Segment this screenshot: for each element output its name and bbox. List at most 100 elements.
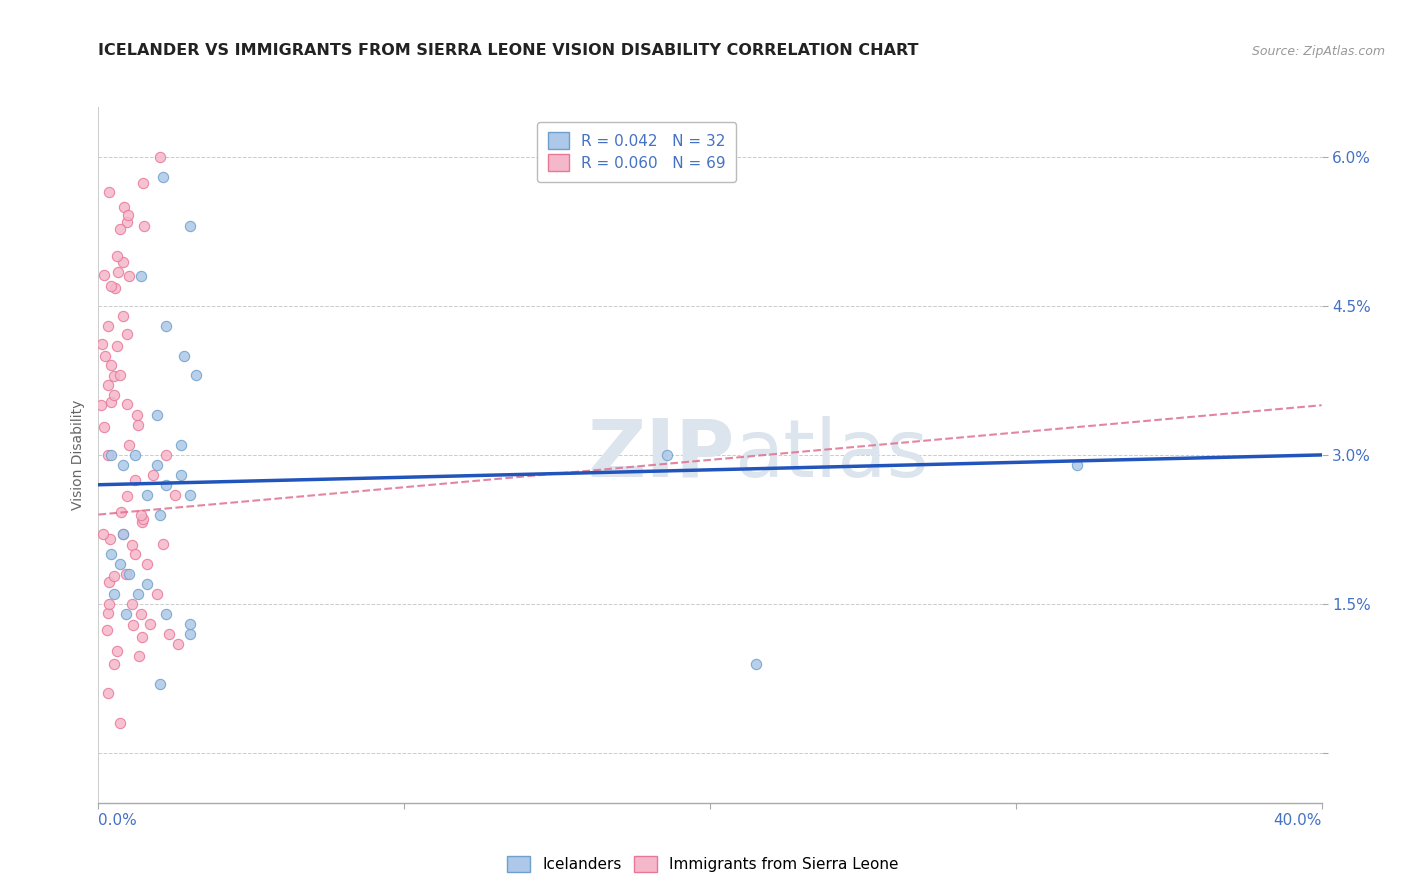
Point bbox=[127, 408, 149, 422]
Point bbox=[93, 420, 115, 434]
Text: atlas: atlas bbox=[734, 416, 929, 494]
Point bbox=[105, 644, 128, 658]
Point bbox=[108, 716, 131, 731]
Point bbox=[163, 488, 186, 502]
Point bbox=[179, 488, 201, 502]
Point bbox=[129, 607, 152, 621]
Point bbox=[167, 637, 190, 651]
Point bbox=[1066, 458, 1088, 472]
Point bbox=[129, 268, 152, 283]
Point bbox=[108, 222, 131, 236]
Point bbox=[112, 254, 135, 268]
Point bbox=[173, 349, 195, 363]
Point bbox=[115, 489, 138, 503]
Point bbox=[98, 574, 121, 589]
Point bbox=[124, 448, 146, 462]
Point bbox=[124, 547, 146, 561]
Point bbox=[136, 488, 159, 502]
Text: ZIP: ZIP bbox=[588, 416, 734, 494]
Point bbox=[91, 337, 114, 351]
Point bbox=[149, 676, 172, 690]
Point bbox=[124, 474, 146, 488]
Point bbox=[121, 597, 143, 611]
Point bbox=[136, 577, 159, 591]
Point bbox=[117, 209, 139, 223]
Point bbox=[93, 268, 115, 282]
Point bbox=[105, 249, 128, 263]
Point bbox=[170, 438, 193, 452]
Point bbox=[118, 438, 141, 452]
Point bbox=[131, 515, 153, 529]
Point bbox=[117, 397, 139, 411]
Point bbox=[100, 448, 122, 462]
Point bbox=[100, 279, 122, 293]
Point bbox=[145, 458, 167, 472]
Point bbox=[103, 587, 125, 601]
Point bbox=[103, 369, 125, 384]
Text: ICELANDER VS IMMIGRANTS FROM SIERRA LEONE VISION DISABILITY CORRELATION CHART: ICELANDER VS IMMIGRANTS FROM SIERRA LEON… bbox=[98, 43, 920, 58]
Point bbox=[93, 349, 115, 363]
Point bbox=[90, 398, 112, 412]
Point bbox=[186, 368, 208, 383]
Legend: Icelanders, Immigrants from Sierra Leone: Icelanders, Immigrants from Sierra Leone bbox=[499, 848, 907, 880]
Point bbox=[111, 527, 134, 541]
Point bbox=[121, 538, 143, 552]
Point bbox=[132, 176, 155, 190]
Point bbox=[131, 630, 153, 644]
Point bbox=[118, 567, 141, 582]
Point bbox=[129, 508, 152, 522]
Point bbox=[115, 567, 138, 582]
Point bbox=[110, 505, 132, 519]
Point bbox=[134, 219, 156, 234]
Point bbox=[155, 607, 177, 621]
Point bbox=[145, 408, 167, 422]
Point bbox=[157, 627, 180, 641]
Legend: R = 0.042   N = 32, R = 0.060   N = 69: R = 0.042 N = 32, R = 0.060 N = 69 bbox=[537, 121, 737, 182]
Point bbox=[179, 219, 201, 234]
Y-axis label: Vision Disability: Vision Disability bbox=[72, 400, 86, 510]
Point bbox=[115, 326, 138, 341]
Point bbox=[149, 508, 172, 522]
Point bbox=[93, 527, 115, 541]
Point bbox=[103, 281, 125, 295]
Point bbox=[121, 618, 143, 632]
Point bbox=[108, 368, 131, 383]
Point bbox=[142, 467, 165, 482]
Text: 40.0%: 40.0% bbox=[1274, 814, 1322, 828]
Point bbox=[97, 378, 120, 392]
Point bbox=[96, 623, 118, 637]
Point bbox=[179, 627, 201, 641]
Point bbox=[100, 547, 122, 561]
Point bbox=[745, 657, 768, 671]
Point bbox=[657, 448, 679, 462]
Point bbox=[152, 169, 174, 184]
Point bbox=[149, 150, 172, 164]
Point bbox=[111, 458, 134, 472]
Point bbox=[97, 448, 120, 462]
Point bbox=[170, 467, 193, 482]
Point bbox=[111, 309, 134, 323]
Point bbox=[128, 649, 150, 664]
Point bbox=[97, 597, 120, 611]
Point bbox=[127, 587, 149, 601]
Point bbox=[115, 215, 138, 229]
Point bbox=[155, 448, 177, 462]
Point bbox=[108, 558, 131, 572]
Text: Source: ZipAtlas.com: Source: ZipAtlas.com bbox=[1251, 45, 1385, 58]
Point bbox=[118, 268, 141, 283]
Point bbox=[97, 606, 120, 620]
Point bbox=[111, 527, 134, 541]
Point bbox=[115, 607, 138, 621]
Point bbox=[98, 185, 121, 199]
Point bbox=[103, 657, 125, 671]
Point bbox=[145, 587, 167, 601]
Point bbox=[100, 395, 122, 409]
Point bbox=[152, 537, 174, 551]
Point bbox=[105, 338, 128, 352]
Point bbox=[97, 318, 120, 333]
Point bbox=[103, 569, 125, 583]
Point bbox=[155, 318, 177, 333]
Point bbox=[132, 511, 155, 525]
Point bbox=[136, 558, 159, 572]
Point bbox=[155, 477, 177, 491]
